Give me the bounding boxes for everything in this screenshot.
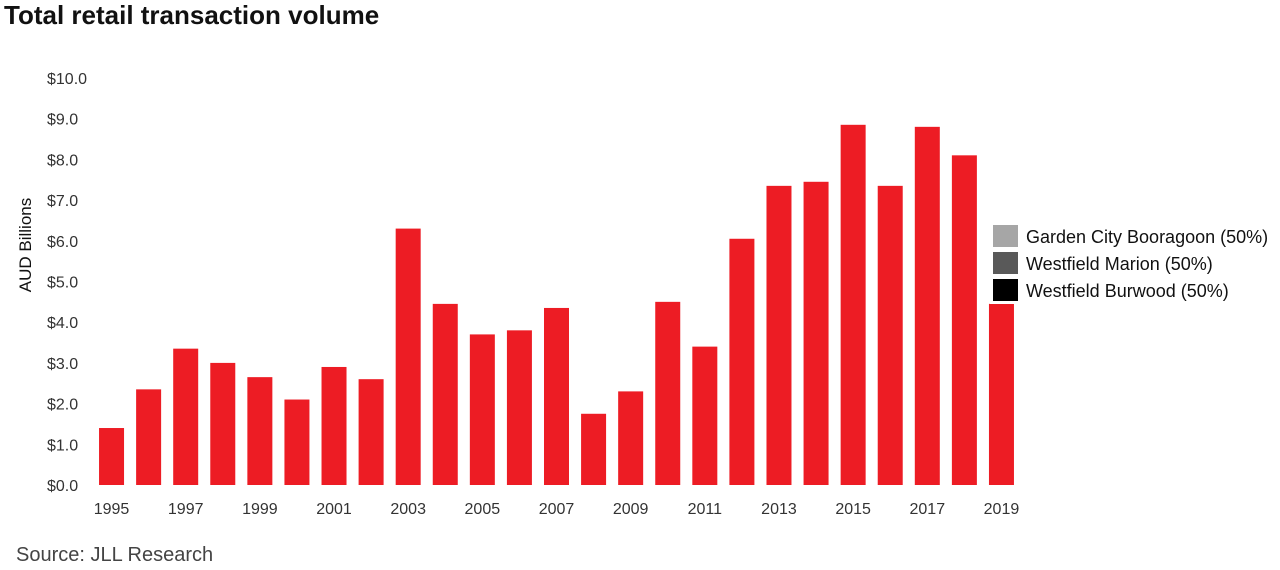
x-tick-label: 2011	[688, 501, 723, 518]
x-axis-ticks: 1995 1997 1999 2001 2003 2005 2007 2009 2011 2013…	[94, 501, 1020, 518]
y-tick-label: $3.0	[47, 356, 78, 373]
x-tick-label: 2019	[984, 501, 1020, 518]
legend-label: Westfield Burwood (50%)	[1026, 281, 1229, 301]
bar-1998	[210, 362, 236, 485]
x-tick-label: 2009	[613, 501, 649, 518]
legend-swatch	[993, 225, 1018, 247]
bar-2001	[321, 366, 347, 485]
y-tick-label: $1.0	[47, 437, 78, 454]
legend-label: Garden City Booragoon (50%)	[1026, 227, 1268, 247]
bar-2017	[914, 126, 940, 485]
bar-2010	[655, 301, 681, 485]
x-tick-label: 1997	[168, 501, 204, 518]
bar-2009	[618, 391, 644, 485]
bar-1997	[173, 348, 199, 485]
x-tick-label: 1999	[242, 501, 278, 518]
x-tick-label: 1995	[94, 501, 130, 518]
y-tick-label: $2.0	[47, 397, 78, 414]
x-tick-label: 2001	[316, 501, 352, 518]
bar-2012	[729, 238, 755, 485]
x-tick-label: 2013	[761, 501, 797, 518]
legend: Garden City Booragoon (50%) Westfield Mar…	[990, 222, 1268, 304]
legend-label: Westfield Marion (50%)	[1026, 254, 1213, 274]
x-tick-label: 2003	[390, 501, 426, 518]
bar-2015	[840, 124, 866, 486]
x-tick-label: 2005	[465, 501, 501, 518]
bar-2014	[803, 181, 829, 485]
y-tick-label: $5.0	[47, 275, 78, 292]
bar-2011	[692, 346, 718, 485]
legend-swatch	[993, 252, 1018, 274]
bar-2019	[988, 303, 1014, 485]
y-tick-label: $4.0	[47, 315, 78, 332]
bar-2003	[395, 228, 421, 485]
chart-title: Total retail transaction volume	[4, 0, 380, 30]
bar-2004	[432, 303, 458, 485]
bar-2005	[469, 334, 495, 485]
bar-2002	[358, 379, 384, 485]
y-tick-label: $6.0	[47, 234, 78, 251]
bar-chart: AUD Billions $0.0 $1.0 $2.0 $3.0 $4.0 $5.0 $6.…	[16, 71, 1268, 518]
bar-2007	[544, 307, 569, 485]
y-tick-label: $10.0	[47, 71, 87, 88]
y-tick-label: $0.0	[47, 478, 78, 495]
x-tick-label: 2007	[539, 501, 575, 518]
bar-2000	[284, 399, 310, 485]
x-tick-label: 2015	[835, 501, 871, 518]
y-axis-ticks: $0.0 $1.0 $2.0 $3.0 $4.0 $5.0 $6.0 $7.0 $8.0 $9.0…	[47, 71, 87, 495]
bar-2018	[951, 155, 977, 485]
y-tick-label: $8.0	[47, 152, 78, 169]
bar-1999	[247, 377, 273, 485]
y-tick-label: $7.0	[47, 193, 78, 210]
bar-2006	[506, 330, 532, 485]
bar-2008	[581, 413, 607, 485]
y-tick-label: $9.0	[47, 112, 78, 129]
legend-swatch	[993, 279, 1018, 301]
bar-2013	[766, 185, 792, 486]
y-axis-label: AUD Billions	[16, 198, 35, 292]
source-note: Source: JLL Research	[16, 544, 214, 566]
bar-2016	[877, 185, 903, 486]
bar-1995	[99, 428, 125, 485]
bar-1996	[136, 389, 162, 485]
x-tick-label: 2017	[910, 501, 946, 518]
bar-series	[99, 124, 1014, 486]
